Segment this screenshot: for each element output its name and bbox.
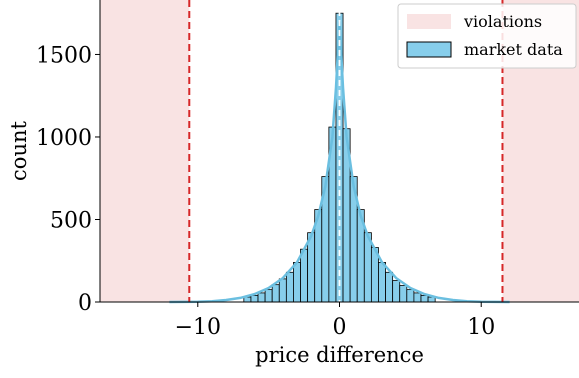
histogram-bar-4 <box>271 284 280 303</box>
histogram-bar-21 <box>392 280 401 303</box>
legend-label: violations <box>463 12 542 31</box>
legend-swatch-market-data <box>406 41 452 58</box>
histogram-bar-7 <box>293 261 301 303</box>
histogram-bar-2 <box>257 292 266 303</box>
y-tick-label: 1500 <box>36 43 92 68</box>
histogram-bar-6 <box>285 271 294 303</box>
y-tick-label: 1000 <box>36 126 92 151</box>
x-tick-label: −10 <box>175 315 221 340</box>
x-tick-label: 0 <box>333 315 347 340</box>
histogram-bar-1 <box>250 294 259 303</box>
y-tick-label: 0 <box>78 291 92 316</box>
y-tick-label: 500 <box>50 208 92 233</box>
histogram-bar-23 <box>406 289 415 303</box>
histogram-bar-20 <box>385 271 394 303</box>
histogram-bar-22 <box>399 285 408 303</box>
histogram-bar-5 <box>278 278 287 303</box>
histogram-bar-3 <box>264 289 273 303</box>
x-tick-label: 10 <box>467 315 495 340</box>
axes: −10 0 10 0 500 1000 1500 <box>36 0 579 340</box>
violation-region-left <box>100 0 190 302</box>
legend: violations market data <box>397 3 577 69</box>
x-axis-label: price difference <box>255 343 424 367</box>
y-axis-label: count <box>7 120 31 180</box>
histogram-bar-25 <box>420 294 429 303</box>
legend-swatch-violations <box>407 14 451 29</box>
histogram-bar-8 <box>300 248 309 303</box>
histogram-bar-19 <box>378 261 386 303</box>
histogram-bar-24 <box>413 292 422 303</box>
legend-label: market data <box>464 40 563 59</box>
